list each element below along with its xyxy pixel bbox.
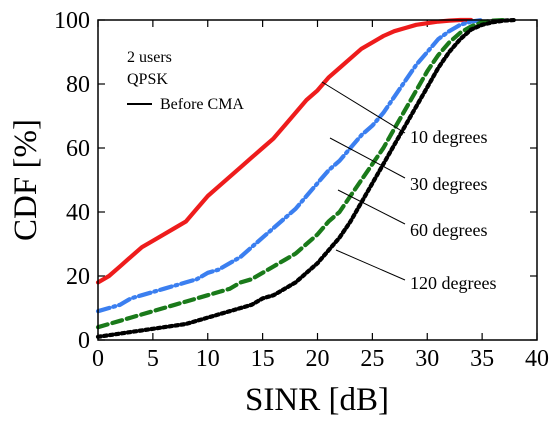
x-tick-label: 25: [360, 346, 384, 372]
y-tick-label: 0: [78, 328, 90, 354]
callout-line-60deg: [337, 189, 406, 225]
x-tick-label: 40: [525, 346, 549, 372]
cdf-series-line-3: [95, 17, 507, 330]
legend-label-before-cma: Before CMA: [160, 96, 244, 113]
y-axis-title: CDF [%]: [8, 119, 44, 241]
callout-line-120deg: [335, 249, 406, 281]
plot-frame: [97, 19, 538, 341]
y-tick-label: 20: [66, 264, 90, 290]
ticks-layer: 0 5 10 15 20 25 30 35 40 0 20 40 60 80 100: [54, 8, 549, 372]
x-axis-title: SINR [dB]: [245, 382, 389, 418]
x-tick-label: 30: [415, 346, 439, 372]
y-tick-label: 80: [66, 72, 90, 98]
y-tick-label: 40: [66, 200, 90, 226]
cdf-series-line-4: [95, 17, 518, 339]
x-tick-label: 15: [251, 346, 275, 372]
x-tick-label: 20: [306, 346, 330, 372]
callout-line-30deg: [329, 137, 406, 179]
x-tick-label: 35: [470, 346, 494, 372]
callout-line-10deg: [321, 81, 406, 134]
y-tick-label: 60: [66, 136, 90, 162]
annotation-modulation: QPSK: [127, 71, 168, 88]
x-tick-label: 0: [92, 346, 104, 372]
label-10-degrees: 10 degrees: [410, 127, 487, 147]
cdf-series-line-1: [95, 17, 474, 285]
annotation-users: 2 users: [127, 49, 172, 66]
cdf-series-line-2: [95, 17, 485, 314]
x-tick-label: 10: [196, 346, 220, 372]
callouts-layer: [321, 81, 406, 281]
x-tick-label: 5: [147, 346, 159, 372]
curves-layer: [95, 17, 518, 339]
label-120-degrees: 120 degrees: [410, 273, 496, 293]
y-tick-label: 100: [54, 8, 90, 34]
label-30-degrees: 30 degrees: [410, 174, 487, 194]
label-60-degrees: 60 degrees: [410, 220, 487, 240]
